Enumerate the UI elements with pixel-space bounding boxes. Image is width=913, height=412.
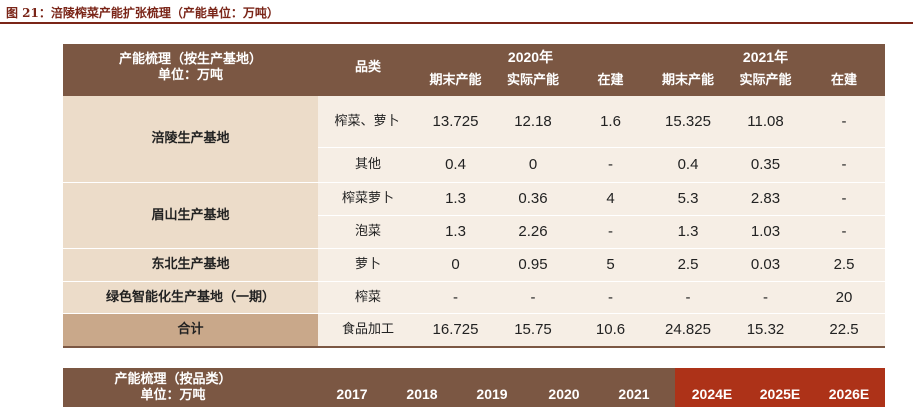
total-label-bg	[63, 314, 318, 346]
total-value: 15.32	[746, 321, 785, 338]
row-divider	[63, 281, 885, 282]
table2-year: 2017	[336, 386, 368, 402]
total-value: 16.725	[432, 321, 479, 338]
table2-header-line1: 产能梳理（按品类）	[114, 372, 232, 387]
base-col-bg-meishan	[63, 183, 318, 248]
value-cell: 4	[606, 190, 615, 207]
header-sub-6: 在建	[830, 73, 857, 88]
header-year-2021: 2021年	[742, 49, 789, 65]
table2-year: 2019	[476, 386, 508, 402]
header-sub-4: 期末产能	[661, 73, 714, 88]
table2-header-label: 产能梳理（按品类） 单位：万吨	[63, 372, 283, 412]
row-divider	[63, 248, 885, 249]
value-cell: -	[841, 223, 847, 240]
category-cell: 萝卜	[354, 257, 381, 272]
table1-header-bg	[63, 44, 885, 96]
value-cell: -	[841, 112, 847, 130]
value-cell: 0.95	[518, 256, 548, 273]
total-value: 24.825	[665, 321, 711, 338]
header-col1: 产能梳理（按生产基地） 单位：万吨	[63, 46, 318, 90]
value-cell: 0.03	[750, 256, 781, 273]
base-label-meishan: 眉山生产基地	[151, 207, 230, 223]
value-cell: 1.6	[600, 112, 621, 130]
value-cell: 1.3	[445, 190, 466, 207]
category-cell: 其他	[354, 157, 381, 172]
value-cell: 15.325	[665, 112, 711, 130]
total-label: 合计	[177, 322, 204, 337]
value-cell: 5	[606, 256, 615, 273]
header-sub-5: 实际产能	[739, 73, 792, 88]
table2-header-line2: 单位：万吨	[140, 388, 206, 403]
base-label-dongbei: 东北生产基地	[151, 257, 230, 272]
header-sub-2: 实际产能	[506, 73, 559, 88]
value-cell: -	[685, 289, 691, 306]
category-cell: 榨菜萝卜	[341, 191, 394, 206]
row-divider	[63, 313, 885, 314]
value-cell: 1.03	[750, 223, 781, 240]
value-cell: 2.5	[677, 256, 699, 273]
base-label-green: 绿色智能化生产基地（一期）	[105, 290, 275, 305]
table2-header-bg	[63, 368, 675, 407]
total-value: 22.5	[829, 321, 859, 338]
value-cell: -	[608, 223, 613, 240]
value-cell: -	[608, 156, 613, 173]
total-category: 食品加工	[341, 322, 394, 337]
value-cell: 0.35	[750, 156, 781, 173]
value-cell: 11.08	[747, 112, 784, 130]
base-col-bg-green	[63, 282, 318, 314]
category-cell: 榨菜	[354, 290, 381, 305]
value-cell: 0.36	[518, 190, 548, 207]
value-cell: -	[841, 156, 847, 173]
value-cell: 2.26	[518, 223, 548, 240]
header-year-2020: 2020年	[507, 49, 554, 65]
row-divider	[318, 215, 885, 216]
header-col1-line2: 单位：万吨	[157, 68, 223, 83]
base-label-fuling: 涪陵生产基地	[151, 131, 230, 146]
header-category: 品类	[354, 60, 381, 75]
row-divider	[318, 147, 885, 148]
category-cell: 榨菜、萝卜	[334, 113, 400, 129]
base-col-bg-dongbei	[63, 249, 318, 281]
value-cell: 2.5	[833, 256, 855, 273]
value-cell: -	[763, 289, 768, 306]
table2-year: 2021	[618, 386, 650, 402]
value-cell: -	[608, 289, 613, 306]
title-rule	[0, 22, 913, 24]
value-cell: 1.3	[677, 223, 699, 240]
table2-year: 2020	[548, 386, 580, 402]
value-cell: -	[841, 190, 847, 207]
table2-year: 2018	[406, 386, 438, 402]
table2-year-forecast: 2024E	[691, 386, 733, 402]
value-cell: -	[530, 289, 536, 306]
total-value: 10.6	[595, 321, 626, 338]
table2-forecast-bg	[675, 368, 885, 407]
table2-year-forecast: 2025E	[759, 386, 801, 402]
table2-year-forecast: 2026E	[828, 386, 870, 402]
value-cell: 2.83	[750, 190, 781, 207]
value-cell: 20	[835, 289, 853, 306]
value-cell: 0	[528, 156, 538, 173]
table1-bottom-rule	[63, 346, 885, 348]
value-cell: -	[453, 289, 458, 306]
data-rows-bg	[318, 96, 885, 314]
value-cell: 13.725	[432, 112, 479, 130]
value-cell: 1.3	[445, 223, 466, 240]
value-cell: 12.18	[514, 112, 552, 130]
value-cell: 0	[451, 256, 460, 273]
header-sub-1: 期末产能	[429, 73, 482, 88]
row-divider	[63, 182, 885, 183]
header-sub-3: 在建	[597, 73, 624, 88]
value-cell: 0.4	[677, 156, 699, 173]
header-col1-line1: 产能梳理（按生产基地）	[118, 52, 262, 67]
total-value: 15.75	[514, 321, 552, 338]
base-col-bg-fuling	[63, 96, 318, 182]
category-cell: 泡菜	[354, 224, 381, 239]
value-cell: 0.4	[445, 156, 466, 173]
value-cell: 5.3	[677, 190, 699, 207]
figure-title: 图 21：涪陵榨菜产能扩张梳理（产能单位：万吨）	[6, 6, 279, 20]
total-values-bg	[318, 314, 885, 346]
